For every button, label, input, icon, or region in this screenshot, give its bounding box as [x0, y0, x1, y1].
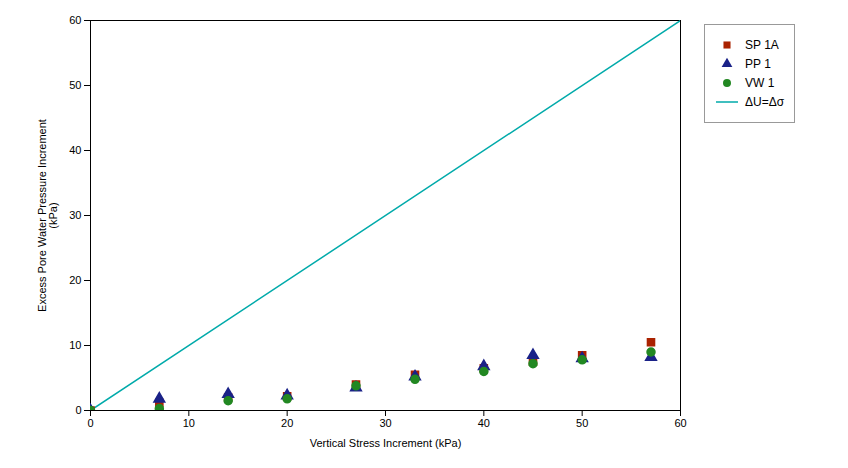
svg-text:20: 20 — [69, 274, 81, 286]
html-text:VW 1: VW 1 — [745, 76, 775, 90]
svg-text:20: 20 — [281, 417, 293, 429]
svg-text:50: 50 — [576, 417, 588, 429]
html-text:PP 1: PP 1 — [745, 57, 771, 71]
svg-text:40: 40 — [478, 417, 490, 429]
svg-text:0: 0 — [75, 404, 81, 416]
svg-text:Excess Pore Water Pressure Inc: Excess Pore Water Pressure Increment(kPa… — [36, 119, 59, 312]
svg-text:Vertical Stress Increment (kPa: Vertical Stress Increment (kPa) — [310, 437, 462, 449]
svg-text:10: 10 — [69, 339, 81, 351]
svg-text:50: 50 — [69, 79, 81, 91]
svg-text:60: 60 — [674, 417, 686, 429]
svg-text:60: 60 — [69, 14, 81, 26]
svg-text:30: 30 — [379, 417, 391, 429]
svg-text:30: 30 — [69, 209, 81, 221]
svg-text:10: 10 — [183, 417, 195, 429]
html-text:ΔU=Δσ: ΔU=Δσ — [745, 95, 785, 109]
html-text:SP 1A: SP 1A — [745, 38, 779, 52]
svg-text:40: 40 — [69, 144, 81, 156]
svg-text:0: 0 — [87, 417, 93, 429]
